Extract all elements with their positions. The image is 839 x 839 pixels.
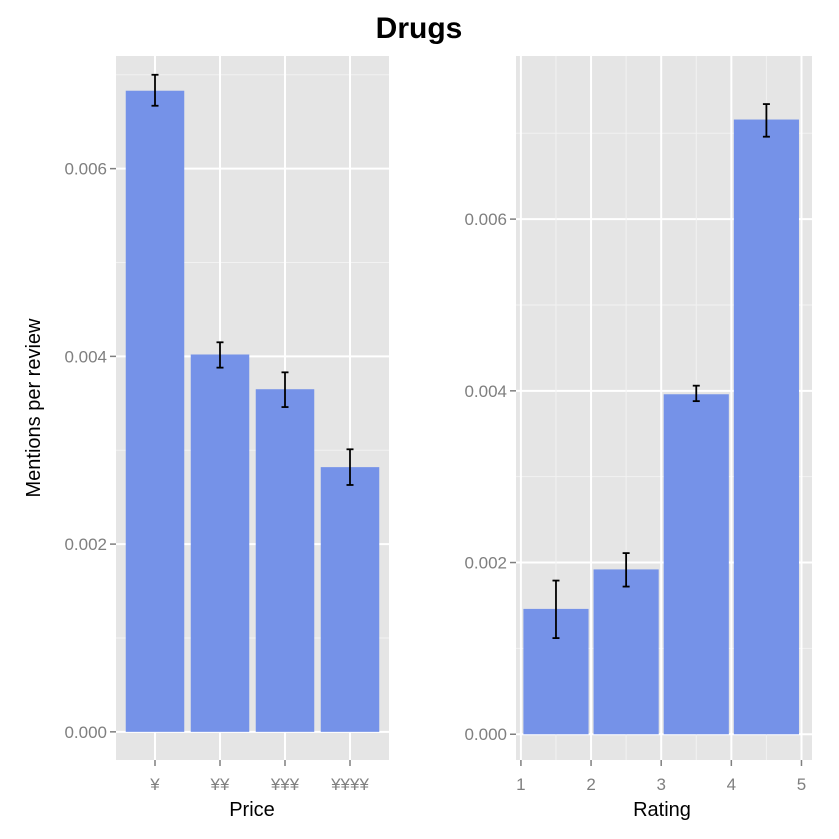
y-tick-label: 0.006	[464, 210, 507, 229]
rating-panel: 0.000 0.002 0.004 0.006 1 2 3 4 5	[464, 56, 812, 794]
price-y-axis-title: Mentions per review	[23, 318, 45, 498]
price-tick-label: ¥¥	[210, 775, 230, 794]
bar	[190, 354, 250, 732]
bar	[125, 90, 185, 732]
rating-tick-label: 5	[797, 775, 806, 794]
bar	[733, 119, 799, 735]
price-tick-label: ¥¥¥¥	[330, 775, 369, 794]
y-tick-label: 0.004	[464, 382, 507, 401]
y-tick-label: 0.000	[64, 723, 107, 742]
y-tick-label: 0.006	[64, 160, 107, 179]
y-tick-label: 0.004	[64, 347, 107, 366]
bar	[593, 569, 659, 735]
y-tick-label: 0.002	[64, 535, 107, 554]
rating-x-axis-title: Rating	[633, 799, 691, 821]
rating-tick-label: 4	[727, 775, 736, 794]
y-tick-label: 0.002	[464, 554, 507, 573]
rating-tick-label: 3	[656, 775, 665, 794]
bar	[255, 389, 315, 732]
price-x-axis-title: Price	[229, 799, 275, 821]
y-tick-label: 0.000	[464, 725, 507, 744]
rating-tick-label: 1	[516, 775, 525, 794]
bar	[663, 394, 729, 735]
price-tick-label: ¥	[149, 775, 160, 794]
bar	[320, 467, 380, 732]
rating-tick-label: 2	[586, 775, 595, 794]
price-tick-label: ¥¥¥	[270, 775, 300, 794]
chart-title: Drugs	[376, 12, 463, 45]
